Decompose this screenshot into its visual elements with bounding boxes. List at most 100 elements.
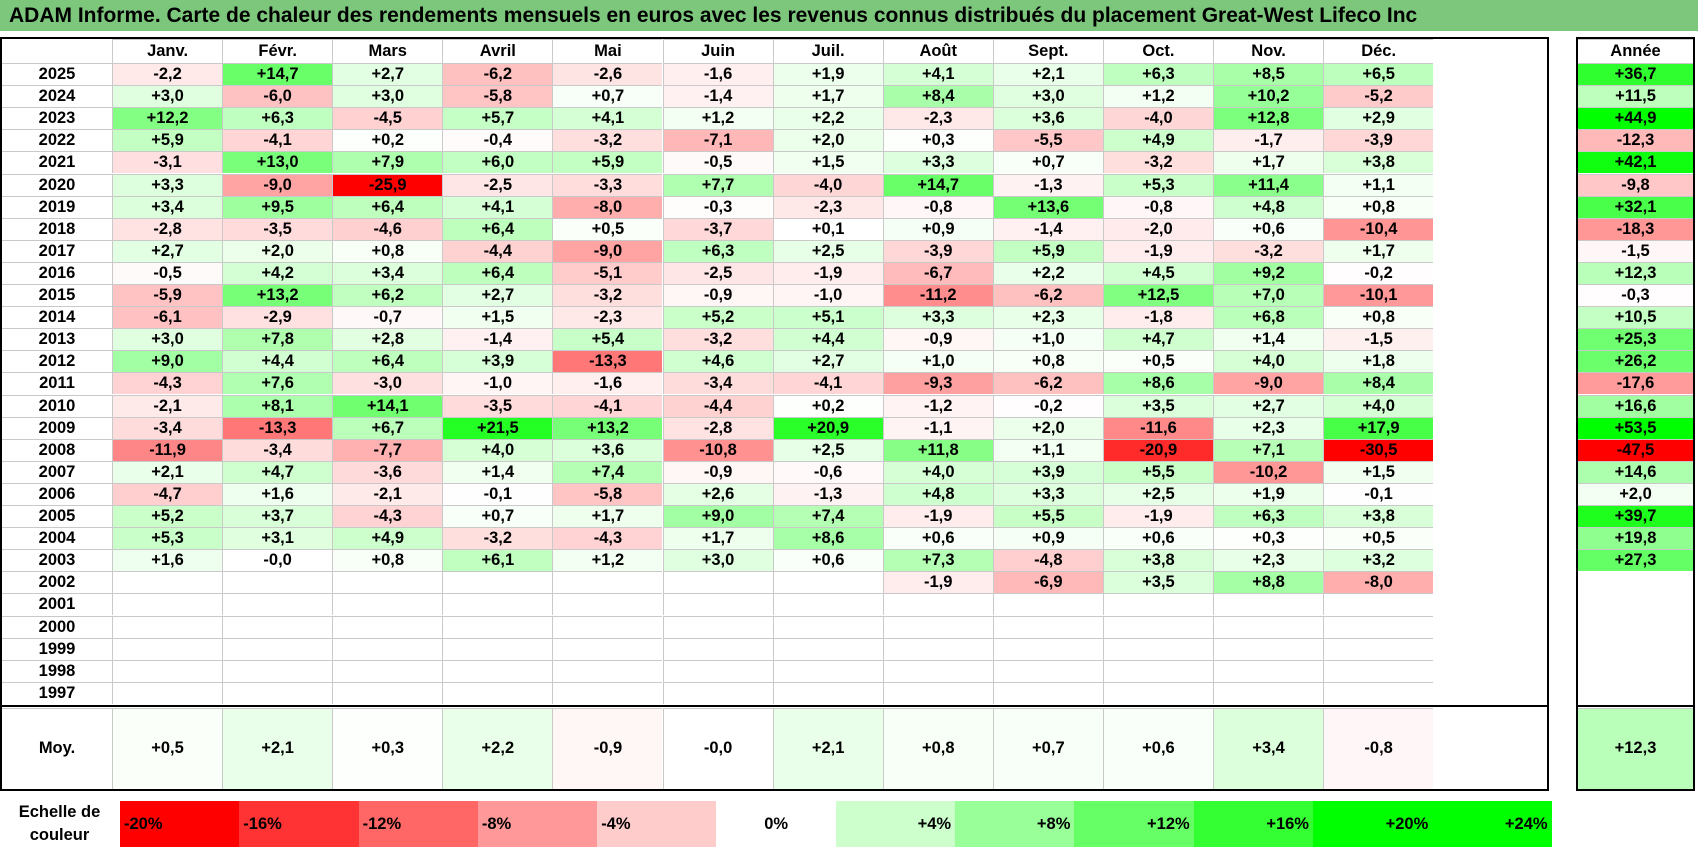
heatmap-cell — [662, 681, 773, 704]
heatmap-cell: +1,5 — [1323, 460, 1434, 483]
heatmap-cell: +2,5 — [772, 438, 883, 461]
heatmap-cell: +1,9 — [772, 63, 883, 86]
heatmap-cell: -11,2 — [882, 284, 993, 307]
heatmap-cell: +3,0 — [112, 328, 223, 351]
heatmap-cell: +7,6 — [222, 372, 333, 395]
heatmap-cell: -1,7 — [1213, 129, 1324, 152]
heatmap-cell: +0,9 — [992, 527, 1103, 550]
year-label: 2002 — [2, 571, 112, 593]
heatmap-cell: +4,4 — [772, 328, 883, 351]
heatmap-cell: +11,8 — [882, 438, 993, 461]
heatmap-cell — [662, 659, 773, 682]
heatmap-cell: +8,4 — [882, 85, 993, 108]
heatmap-cell: -6,9 — [992, 571, 1103, 594]
heatmap-cell: -4,1 — [772, 372, 883, 395]
heatmap-cell — [882, 593, 993, 616]
heatmap-cell: +5,3 — [1102, 173, 1213, 196]
heatmap-cell — [222, 637, 333, 660]
heatmap-cell: +1,5 — [772, 151, 883, 174]
heatmap-cell: -3,2 — [442, 527, 553, 550]
heatmap-cell: -2,8 — [662, 416, 773, 439]
heatmap-cell: -3,5 — [442, 394, 553, 417]
year-label: 2011 — [2, 372, 112, 394]
annual-cell — [1578, 593, 1693, 616]
heatmap-cell: +1,6 — [112, 549, 223, 572]
heatmap-cell: +6,4 — [332, 350, 443, 373]
heatmap-cell: +4,0 — [1323, 394, 1434, 417]
heatmap-cell: +5,2 — [112, 505, 223, 528]
heatmap-cell: -2,8 — [112, 217, 223, 240]
heatmap-cell: +14,7 — [222, 63, 333, 86]
heatmap-cell: +5,5 — [992, 505, 1103, 528]
heatmap-cell: +3,0 — [332, 85, 443, 108]
heatmap-cell: -7,1 — [662, 129, 773, 152]
heatmap-cell: +2,7 — [442, 284, 553, 307]
heatmap-cell: +2,2 — [772, 107, 883, 130]
annual-cell: +12,3 — [1578, 261, 1693, 284]
heatmap-cell: -2,3 — [882, 107, 993, 130]
heatmap-cell: +4,1 — [552, 107, 663, 130]
heatmap-cell: +8,6 — [772, 527, 883, 550]
heatmap-cell: +6,1 — [442, 549, 553, 572]
heatmap-cell: -1,4 — [662, 85, 773, 108]
heatmap-cell: +0,9 — [882, 217, 993, 240]
heatmap-cell: +4,0 — [442, 438, 553, 461]
heatmap-cell — [332, 681, 443, 704]
heatmap-cell — [882, 637, 993, 660]
scale-swatch: -8% — [477, 801, 598, 847]
heatmap-cell — [992, 593, 1103, 616]
annual-cell: +39,7 — [1578, 505, 1693, 528]
year-label: 2023 — [2, 107, 112, 129]
heatmap-cell: +3,3 — [112, 173, 223, 196]
heatmap-cell: +1,8 — [1323, 350, 1434, 373]
year-label: 2010 — [2, 394, 112, 417]
heatmap-cell: +6,5 — [1323, 63, 1434, 86]
heatmap-cell: +14,7 — [882, 173, 993, 196]
heatmap-cell: +1,0 — [882, 350, 993, 373]
heatmap-cell: -1,5 — [1323, 328, 1434, 351]
heatmap-cell: +12,8 — [1213, 107, 1324, 130]
annual-cell: +53,5 — [1578, 416, 1693, 439]
heatmap-cell: -4,4 — [662, 394, 773, 417]
heatmap-cell: -3,3 — [552, 173, 663, 196]
heatmap-cell — [772, 659, 883, 682]
heatmap-cell: -1,9 — [882, 571, 993, 594]
heatmap-cell — [222, 571, 333, 594]
heatmap-cell: +4,0 — [882, 460, 993, 483]
annual-cell — [1578, 615, 1693, 638]
heatmap-cell — [992, 615, 1103, 638]
year-label: 1998 — [2, 659, 112, 682]
heatmap-cell: -3,6 — [332, 460, 443, 483]
heatmap-cell: +3,8 — [1102, 549, 1213, 572]
heatmap-cell: +0,2 — [772, 394, 883, 417]
heatmap-cell: -9,0 — [1213, 372, 1324, 395]
heatmap-cell: +3,9 — [992, 460, 1103, 483]
heatmap-cell: -0,0 — [222, 549, 333, 572]
heatmap-cell: -1,3 — [992, 173, 1103, 196]
heatmap-cell: +5,5 — [1102, 460, 1213, 483]
heatmap-cell: -4,8 — [992, 549, 1103, 572]
heatmap-cell: -1,4 — [442, 328, 553, 351]
average-annual-cell: +12,3 — [1578, 707, 1693, 789]
year-label: 2017 — [2, 239, 112, 262]
heatmap-cell: -9,0 — [222, 173, 333, 196]
heatmap-cell: -4,1 — [222, 129, 333, 152]
heatmap-cell: +0,6 — [1102, 527, 1213, 550]
heatmap-cell: -1,2 — [882, 394, 993, 417]
heatmap-cell: -3,4 — [222, 438, 333, 461]
heatmap-cell: -3,1 — [112, 151, 223, 174]
heatmap-cell: -4,3 — [332, 505, 443, 528]
heatmap-cell: -8,0 — [1323, 571, 1434, 594]
heatmap-cell: +4,2 — [222, 261, 333, 284]
heatmap-cell: +1,7 — [1323, 239, 1434, 262]
year-label: 2020 — [2, 173, 112, 196]
heatmap-cell — [1323, 637, 1434, 660]
heatmap-cell: +5,4 — [552, 328, 663, 351]
annual-column: Année +36,7 +11,5 +44,9 -12,3 +42,1 -9,8 +32,1-… — [1576, 37, 1695, 791]
heatmap-cell: -13,3 — [222, 416, 333, 439]
heatmap-cell: +3,0 — [112, 85, 223, 108]
scale-swatch: +24% — [1432, 801, 1552, 847]
heatmap-cell — [882, 615, 993, 638]
heatmap-cell: -3,2 — [1102, 151, 1213, 174]
heatmap-cell — [332, 637, 443, 660]
